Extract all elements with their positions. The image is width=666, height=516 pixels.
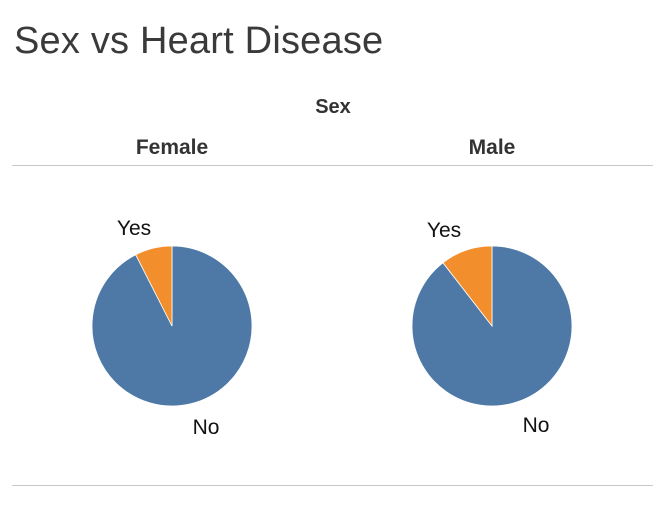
pie-slice-male-yes[interactable]: [442, 245, 493, 328]
slice-label-female-yes: Yes: [117, 217, 151, 240]
slice-label-male-no: No: [523, 414, 550, 437]
slice-label-female-no: No: [193, 416, 220, 439]
header-divider: [12, 165, 653, 166]
panel-header-female: Female: [135, 136, 209, 159]
facet-header: Sex: [315, 96, 351, 118]
panel-header-male: Male: [468, 136, 516, 159]
slice-label-male-yes: Yes: [427, 219, 461, 242]
chart-title: Sex vs Heart Disease: [14, 20, 384, 62]
bottom-divider: [12, 485, 653, 486]
pie-slice-female-yes[interactable]: [135, 245, 173, 327]
